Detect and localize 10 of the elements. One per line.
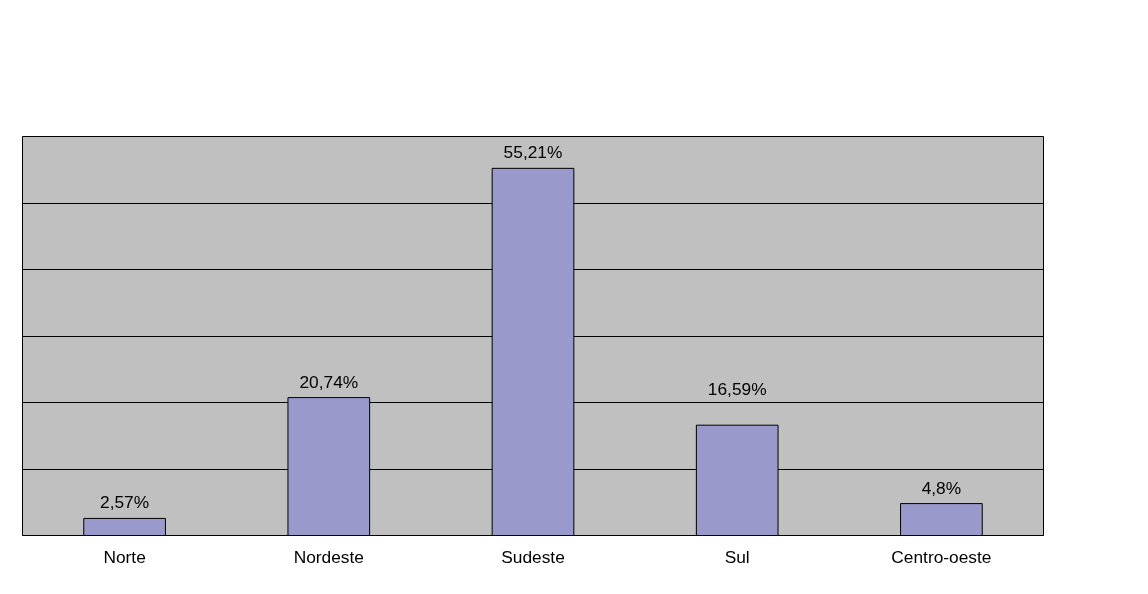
x-tick-label: Centro-oeste xyxy=(891,546,992,567)
x-tick-label: Sul xyxy=(724,546,750,567)
data-label: 16,59% xyxy=(707,378,767,399)
x-tick-label: Nordeste xyxy=(293,546,364,567)
x-tick-label: Norte xyxy=(103,546,146,567)
data-label: 55,21% xyxy=(503,142,563,163)
x-tick-label: Sudeste xyxy=(501,546,565,567)
data-label: 4,8% xyxy=(921,477,962,498)
data-label: 20,74% xyxy=(299,371,359,392)
data-label: 2,57% xyxy=(100,492,150,513)
